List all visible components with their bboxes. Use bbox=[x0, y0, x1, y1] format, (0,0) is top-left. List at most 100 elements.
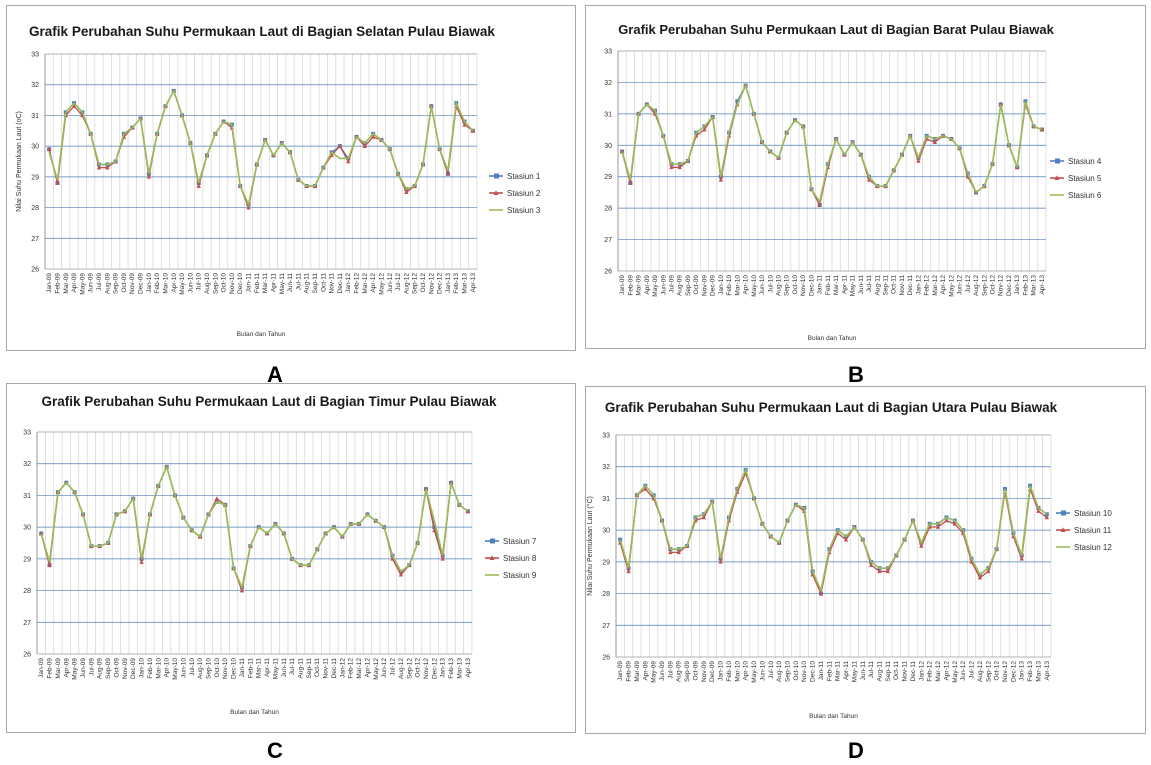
y-tick-label: 30 bbox=[31, 144, 39, 151]
y-tick-label: 32 bbox=[602, 464, 610, 471]
x-tick-label: Nov-12 bbox=[428, 273, 435, 294]
chart-title: Grafik Perubahan Suhu Permukaan Laut di … bbox=[605, 400, 1058, 415]
y-tick-label: 28 bbox=[604, 206, 612, 213]
y-tick-label: 27 bbox=[602, 623, 610, 630]
legend-marker bbox=[1054, 175, 1060, 180]
x-tick-label: Apr-10 bbox=[743, 275, 750, 295]
x-tick-label: Jun-10 bbox=[187, 273, 194, 293]
legend-marker bbox=[493, 190, 499, 195]
x-tick-label: Jan-10 bbox=[139, 658, 146, 678]
data-point bbox=[139, 559, 144, 564]
data-point bbox=[1036, 508, 1041, 513]
x-tick-label: Apr-11 bbox=[270, 273, 277, 292]
legend-marker bbox=[490, 538, 495, 544]
x-tick-label: Jan-13 bbox=[445, 273, 452, 293]
x-tick-label: Oct-12 bbox=[415, 658, 422, 678]
x-tick-label: Sep-09 bbox=[113, 273, 120, 294]
data-point bbox=[702, 127, 707, 132]
chart-svg-c: Grafik Perubahan Suhu Permukaan Laut di … bbox=[23, 394, 537, 716]
data-point bbox=[370, 134, 376, 139]
x-tick-label: Jul-12 bbox=[395, 273, 402, 291]
y-tick-label: 28 bbox=[23, 588, 31, 595]
x-tick-label: Mar-12 bbox=[362, 273, 369, 294]
x-tick-label: Jan-10 bbox=[146, 273, 153, 293]
data-point bbox=[239, 588, 245, 593]
x-tick-label: Dec-12 bbox=[437, 273, 444, 294]
data-point bbox=[146, 174, 152, 179]
x-tick-label: Jan-12 bbox=[345, 273, 352, 293]
x-tick-label: Mar-11 bbox=[262, 273, 269, 293]
series-line bbox=[48, 88, 474, 208]
data-point bbox=[1044, 515, 1050, 520]
chart-panel-b: Grafik Perubahan Suhu Permukaan Laut di … bbox=[585, 5, 1146, 349]
x-tick-label: Mar-12 bbox=[356, 658, 363, 679]
legend-entry: Stasiun 9 bbox=[485, 571, 537, 580]
x-tick-label: Mar-13 bbox=[1031, 275, 1038, 296]
x-tick-label: Sep-09 bbox=[684, 661, 691, 682]
data-point bbox=[196, 183, 201, 188]
x-tick-label: Mar-11 bbox=[833, 275, 840, 295]
x-tick-label: Jan-11 bbox=[818, 661, 825, 681]
x-tick-label: Jul-10 bbox=[767, 275, 774, 293]
x-tick-label: Nov-09 bbox=[701, 275, 708, 296]
legend-label: Stasiun 6 bbox=[1068, 191, 1102, 200]
x-tick-label: Mar-10 bbox=[155, 658, 162, 679]
x-tick-label: Jun-09 bbox=[660, 275, 667, 295]
series-3 bbox=[621, 83, 1043, 204]
x-tick-label: Jun-09 bbox=[88, 273, 95, 293]
data-point bbox=[868, 562, 874, 567]
panel-label-b: B bbox=[848, 362, 864, 387]
x-tick-label: Feb-13 bbox=[448, 658, 455, 679]
legend-label: Stasiun 3 bbox=[507, 206, 541, 215]
x-tick-label: Jul-11 bbox=[289, 658, 296, 676]
x-tick-label: Sep-10 bbox=[212, 273, 219, 294]
data-point bbox=[105, 165, 110, 170]
legend-entry: Stasiun 1 bbox=[489, 172, 541, 181]
x-tick-label: Dec-10 bbox=[808, 275, 815, 296]
data-point bbox=[440, 556, 445, 561]
x-tick-label: Aug-12 bbox=[977, 661, 984, 682]
x-tick-label: Aug-10 bbox=[776, 275, 783, 296]
x-tick-label: Sep-10 bbox=[784, 275, 791, 296]
x-tick-label: Aug-12 bbox=[403, 273, 410, 294]
data-point bbox=[952, 521, 957, 526]
x-tick-label: Feb-10 bbox=[726, 275, 733, 296]
data-point bbox=[626, 568, 631, 574]
x-tick-label: Oct-09 bbox=[692, 661, 699, 681]
x-tick-label: Nov-11 bbox=[329, 273, 336, 294]
x-tick-label: Apr-10 bbox=[171, 273, 178, 293]
data-point bbox=[346, 159, 351, 164]
chart-title: Grafik Perubahan Suhu Permukaan Laut di … bbox=[618, 22, 1054, 37]
x-tick-label: Jul-10 bbox=[768, 661, 775, 679]
x-tick-label: Jan-12 bbox=[915, 275, 922, 295]
x-tick-label: Apr-13 bbox=[465, 658, 472, 678]
x-tick-label: Jan-12 bbox=[918, 661, 925, 681]
x-tick-label: Jul-11 bbox=[868, 661, 875, 679]
data-point bbox=[701, 515, 707, 520]
x-tick-label: Jun-12 bbox=[957, 275, 964, 295]
legend-label: Stasiun 9 bbox=[503, 571, 537, 580]
x-tick-label: Jun-11 bbox=[860, 661, 867, 681]
x-tick-label: May-10 bbox=[751, 661, 758, 683]
legend-marker bbox=[1061, 510, 1066, 516]
data-point bbox=[362, 143, 368, 148]
data-point bbox=[423, 486, 429, 491]
x-tick-label: Aug-12 bbox=[398, 658, 405, 679]
data-point bbox=[55, 180, 60, 185]
legend-label: Stasiun 7 bbox=[503, 537, 537, 546]
x-tick-label: Apr-13 bbox=[1039, 275, 1046, 295]
y-tick-label: 31 bbox=[31, 113, 39, 120]
chart-svg-d: Grafik Perubahan Suhu Permukaan Laut di … bbox=[586, 400, 1112, 720]
y-tick-label: 32 bbox=[31, 82, 39, 89]
data-point bbox=[935, 524, 941, 529]
x-tick-label: Apr-11 bbox=[841, 275, 848, 294]
data-point bbox=[677, 164, 682, 170]
x-tick-label: Feb-11 bbox=[254, 273, 261, 293]
series-3 bbox=[48, 88, 474, 208]
x-tick-label: Aug-09 bbox=[104, 273, 111, 294]
chart-svg-b: Grafik Perubahan Suhu Permukaan Laut di … bbox=[604, 22, 1102, 342]
x-tick-label: Sep-10 bbox=[205, 658, 212, 679]
legend-label: Stasiun 4 bbox=[1068, 157, 1102, 166]
x-tick-label: Jun-12 bbox=[381, 658, 388, 678]
x-tick-label: Aug-10 bbox=[197, 658, 204, 679]
